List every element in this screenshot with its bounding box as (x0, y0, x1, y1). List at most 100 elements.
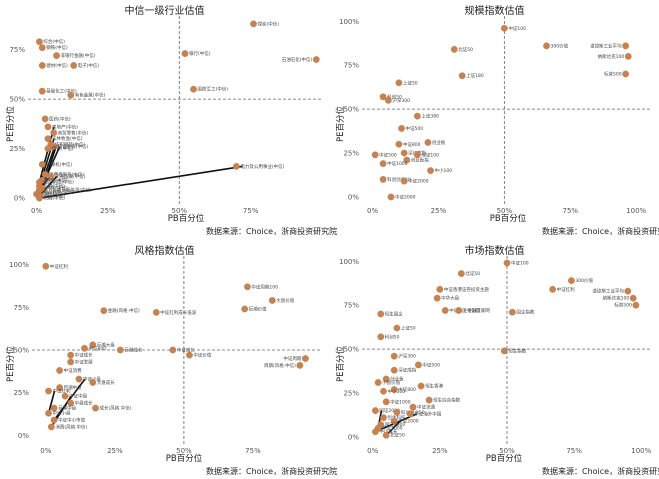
point-label: 中华大盘 (441, 295, 459, 302)
scatter-point (379, 176, 387, 183)
scatter-point (190, 85, 197, 93)
scatter-point (395, 79, 403, 87)
scatter-point (379, 160, 387, 167)
point-label: 通信(中信) (43, 193, 65, 200)
chart-panel-scale: 规模指数估值 0% 25% 50% 75% 100% 0% 25% 50% 75% 100% 中证1… (330, 0, 659, 239)
point-label: 银行(中信) (189, 50, 211, 57)
point-label: 建材(中信) (46, 62, 68, 69)
point-label: 中证海外中国 (414, 411, 441, 418)
y-tick-label: 50% (9, 96, 25, 104)
point-label: 中小300 (387, 388, 405, 395)
scatter-point (372, 428, 379, 436)
scatter-point (433, 294, 441, 302)
y-tick-label: 100% (339, 18, 359, 26)
point-label: 电子(中信) (78, 62, 100, 69)
scatter-point (47, 423, 55, 431)
scatter-plot: 0% 25% 50% 75% 100% 0% 25% 50% 75% 100% 中证100 北证50 3… (339, 256, 652, 455)
scatter-point (395, 140, 403, 148)
point-label: 中证成长 (75, 352, 93, 359)
point-label: 中证小盘 (83, 376, 101, 383)
point-label: 国证2000 (385, 421, 406, 428)
scatter-point (67, 358, 75, 366)
x-tick-label: 25% (107, 447, 123, 455)
scatter-point (377, 333, 385, 341)
scatter-point (455, 307, 463, 314)
scatter-point (568, 277, 575, 284)
point-label: 综合(中信) (43, 38, 65, 45)
scatter-point (379, 93, 387, 101)
point-label: 中证价值 (193, 352, 211, 359)
point-label: 中证100 (511, 260, 529, 267)
point-label: 上证50 (403, 79, 418, 86)
scatter-point (624, 287, 632, 295)
point-label: 纺织服装(中信) (55, 141, 86, 148)
y-tick-label: 0% (348, 193, 359, 201)
point-label: 中证2000 (408, 178, 429, 185)
scatter-point (501, 24, 508, 32)
x-axis-title: PB百分位 (165, 454, 203, 464)
point-label: 巨潮中盘 (64, 384, 82, 391)
label-leader-line (47, 390, 56, 414)
x-axis-title: PB百分位 (167, 214, 205, 224)
scatter-point (50, 416, 58, 424)
y-tick-label: 0% (348, 433, 359, 441)
point-label: 科创50 (387, 93, 402, 100)
chart-title: 规模指数估值 (464, 6, 525, 17)
scatter-point (390, 386, 398, 393)
x-tick-label: 50% (497, 207, 513, 215)
scatter-point (67, 351, 75, 359)
x-tick-label: 0% (40, 447, 51, 455)
scatter-point (312, 56, 320, 63)
point-label: 中证1000 (387, 160, 408, 167)
y-tick-label: 25% (343, 150, 359, 158)
scatter-point (152, 309, 160, 316)
y-tick-label: 25% (13, 389, 29, 397)
point-label: 周期(风格.中信) (264, 362, 296, 369)
scatter-point (390, 417, 398, 425)
point-label: 中证500 (406, 125, 424, 132)
source-note: 数据来源：Choice，浙商投资研究院 (542, 467, 659, 476)
point-label: 标普500 (604, 70, 622, 77)
scatter-point (414, 151, 421, 159)
scatter-point (425, 396, 433, 404)
scatter-point (632, 301, 640, 309)
scatter-plot: 0% 25% 50% 75% 0% 25% 50% 75% 煤炭(中信) 综合(中信)钢铁(中信)… (9, 16, 322, 215)
point-label: 电力及公用事业(中信) (240, 163, 284, 170)
point-label: 北证50 (465, 270, 480, 277)
scatter-point (549, 286, 556, 293)
scatter-point (450, 46, 458, 53)
point-label: 中证海外中国互联网 (449, 307, 490, 314)
scatter-point (67, 399, 75, 407)
x-tick-label: 75% (562, 207, 578, 215)
scatter-point (374, 379, 382, 386)
point-label: 标普500 (614, 302, 632, 309)
scatter-point (44, 145, 52, 152)
scatter-point (380, 414, 387, 421)
scatter-point (38, 44, 46, 52)
scatter-plot: 0% 25% 50% 75% 100% 0% 25% 50% 75% 100% 中证100 北证50 3… (339, 16, 652, 215)
point-label: 中证1000 (382, 425, 403, 432)
point-label: 中证500 (422, 361, 440, 368)
label-leader-line (38, 126, 55, 183)
scatter-point (372, 407, 379, 414)
y-tick-label: 25% (343, 390, 359, 398)
point-label: 中小成长 (379, 428, 397, 435)
point-label: 汽车(中信) (46, 185, 68, 192)
scatter-point (41, 115, 49, 123)
scatter-point (382, 375, 390, 383)
point-label: 中证红利 (50, 263, 68, 270)
y-axis-title: PE百分位 (336, 346, 346, 382)
scatter-point (415, 361, 422, 369)
scatter-point (400, 149, 408, 157)
x-tick-label: 100% (626, 207, 646, 215)
scatter-point (250, 20, 257, 28)
y-axis-title: PE百分位 (336, 106, 346, 142)
scatter-point (45, 409, 52, 417)
point-label: 中证小盘 (53, 410, 71, 417)
x-tick-label: 25% (431, 207, 447, 215)
source-note: 数据来源：Choice，浙商投资研究院 (206, 467, 338, 476)
chart-panel-industry: 中信一级行业估值 0% 25% 50% 75% 0% 25% 50% 75% 煤炭(中信) 综合(… (0, 0, 337, 239)
point-label: 上证180 (466, 72, 484, 79)
y-tick-label: 75% (343, 62, 359, 70)
scatter-point (117, 346, 124, 354)
